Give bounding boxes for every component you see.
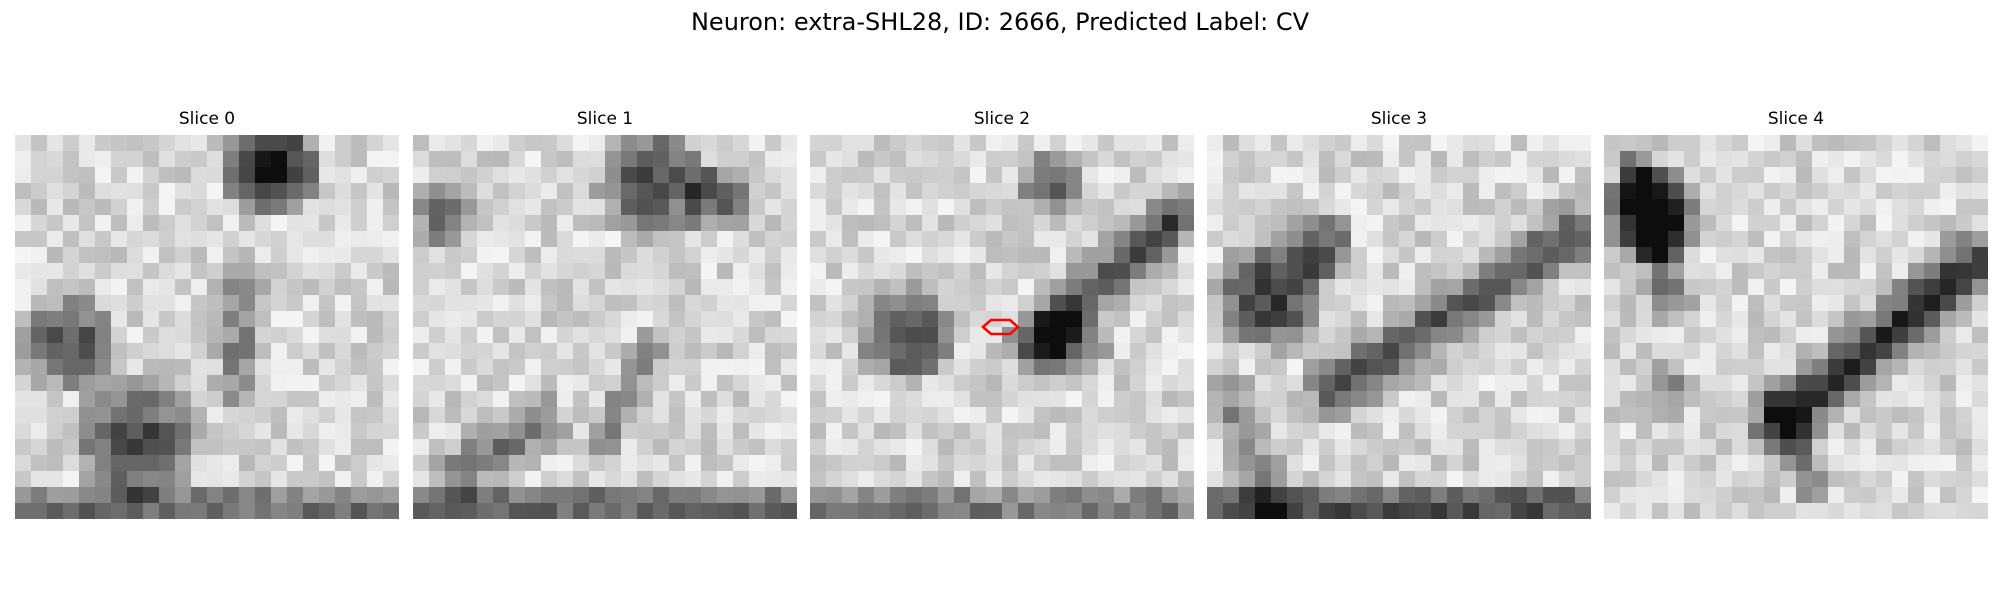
slice-image-4 <box>1604 135 1988 519</box>
slice-title-3: Slice 3 <box>1370 109 1428 129</box>
slice-title-2: Slice 2 <box>973 109 1031 129</box>
slice-title-4: Slice 4 <box>1767 109 1825 129</box>
slice-panel-0: Slice 0 <box>15 108 399 519</box>
slice-panel-4: Slice 4 <box>1604 108 1988 519</box>
slice-title-0: Slice 0 <box>178 109 236 129</box>
slice-panel-1: Slice 1 <box>413 108 797 519</box>
slice-panel-2: Slice 2 <box>810 108 1194 519</box>
slice-image-0 <box>15 135 399 519</box>
slice-panel-3: Slice 3 <box>1207 108 1591 519</box>
slice-title-1: Slice 1 <box>576 109 634 129</box>
slice-image-2 <box>810 135 1194 519</box>
figure-title: Neuron: extra-SHL28, ID: 2666, Predicted… <box>690 8 1310 36</box>
slice-image-1 <box>413 135 797 519</box>
slice-image-3 <box>1207 135 1591 519</box>
